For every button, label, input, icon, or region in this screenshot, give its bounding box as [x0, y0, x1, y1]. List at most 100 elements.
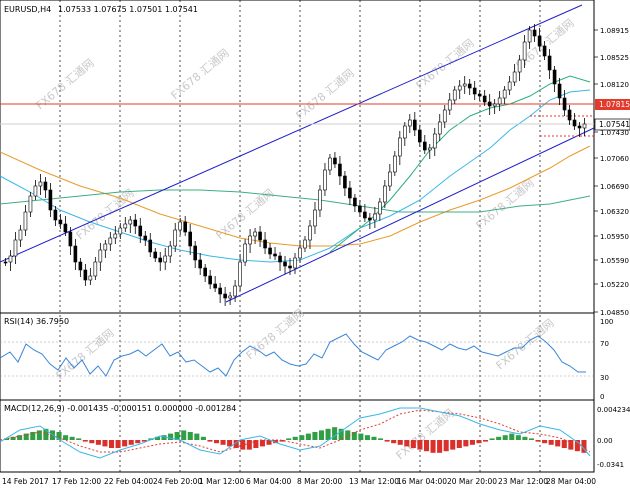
macd-bar: [187, 432, 193, 440]
candle-body: [208, 275, 212, 285]
price-tick-label: 1.08915: [600, 27, 629, 35]
candle-body: [108, 237, 113, 245]
candle-body: [78, 261, 83, 271]
candle-body: [8, 255, 13, 263]
ohlc-label: 1.07533 1.07675 1.07501 1.07541: [58, 5, 198, 14]
macd-bar: [240, 440, 246, 450]
candle-body: [133, 219, 138, 227]
candle-body: [83, 269, 88, 281]
macd-bar: [128, 440, 134, 445]
macd-bar: [502, 435, 508, 440]
candle-body: [363, 211, 367, 219]
macd-bar: [154, 436, 160, 440]
macd-bar: [476, 440, 482, 444]
macd-bar: [233, 440, 239, 448]
candle-body: [13, 239, 18, 257]
macd-bar: [200, 436, 206, 440]
macd-level-label: 0.00: [597, 437, 613, 445]
rsi-line: [0, 333, 586, 377]
candle-body: [168, 245, 173, 257]
macd-bar: [496, 436, 502, 440]
candle-body: [492, 103, 497, 107]
candle-body: [328, 157, 332, 171]
candle-body: [3, 261, 8, 264]
candle-body: [63, 223, 68, 233]
macd-bar: [174, 432, 180, 440]
macd-bar: [318, 430, 325, 440]
candle-body: [427, 147, 432, 151]
macd-bar: [69, 436, 75, 440]
candle-body: [497, 97, 502, 105]
resistance-badge-text: 1.07815: [599, 100, 630, 109]
macd-bar: [246, 440, 252, 450]
candle-body: [188, 231, 192, 247]
macd-bar: [213, 440, 220, 444]
macd-bar: [535, 440, 541, 442]
candle-body: [253, 231, 257, 237]
macd-bar: [17, 435, 23, 440]
macd-bar: [89, 440, 95, 444]
candle-body: [577, 125, 582, 129]
candle-body: [33, 185, 38, 197]
candle-body: [203, 267, 207, 277]
macd-axis: 0.004234 0.00 -0.0341: [597, 406, 630, 469]
candle-body: [103, 243, 108, 251]
candle-body: [123, 223, 128, 229]
main-chart-frame: [0, 0, 595, 314]
time-tick-label: 6 Mar 04:00: [246, 477, 292, 486]
watermark-text: FX678 汇通网: [244, 306, 307, 362]
candle-body: [522, 41, 527, 61]
macd-bar: [561, 440, 567, 448]
candle-body: [338, 163, 342, 177]
candle-body: [293, 257, 297, 269]
candle-body: [562, 97, 567, 111]
macd-bar: [542, 440, 548, 444]
candle-body: [308, 225, 312, 241]
time-axis: 14 Feb 2017 17 Feb 12:00 22 Feb 04:00 24 Fe…: [2, 477, 596, 486]
macd-bar: [437, 440, 443, 453]
candle-body: [303, 239, 307, 249]
candle-body: [58, 219, 63, 225]
current-price-badge-text: 1.07541: [599, 120, 630, 129]
candle-body: [373, 213, 377, 221]
macd-bar: [548, 440, 554, 445]
candle-body: [467, 83, 472, 89]
candle-body: [442, 109, 447, 123]
candle-body: [408, 119, 412, 127]
resistance-badge: [595, 99, 630, 110]
macd-bar: [450, 440, 456, 450]
candle-body: [178, 221, 183, 231]
macd-bar: [220, 440, 226, 445]
macd-bar: [489, 438, 495, 440]
candle-body: [218, 287, 222, 295]
candle-body: [383, 185, 387, 203]
macd-bar: [122, 440, 128, 447]
watermark-text: FX678 汇通网: [474, 176, 537, 232]
candle-body: [43, 181, 48, 191]
candle-body: [198, 259, 202, 269]
macd-label: MACD(12,26,9) -0.001435 -0.000151 0.0000…: [4, 404, 236, 413]
macd-level-label: -0.0341: [597, 461, 624, 469]
macd-bar: [384, 440, 390, 442]
macd-bar: [463, 440, 469, 447]
macd-bar: [299, 435, 305, 440]
time-tick-label: 24 Feb 20:00: [153, 477, 202, 486]
price-tick-label: 1.05590: [600, 257, 629, 265]
macd-bar: [430, 440, 436, 453]
macd-bar: [358, 433, 364, 440]
rsi-level-label: 70: [600, 340, 609, 348]
macd-bar: [141, 440, 147, 442]
watermark-text: FX678 汇通网: [294, 66, 357, 122]
candle-body: [313, 209, 317, 227]
rsi-label: RSI(14) 36.7950: [4, 317, 69, 326]
macd-bar: [345, 430, 351, 440]
rsi-level-label: 30: [600, 374, 609, 382]
price-tick-label: 1.04850: [600, 309, 629, 317]
candle-body: [378, 201, 382, 215]
candle-body: [248, 235, 252, 245]
price-tick-label: 1.08120: [600, 81, 629, 89]
candle-body: [552, 69, 557, 85]
candle-body: [582, 123, 587, 129]
